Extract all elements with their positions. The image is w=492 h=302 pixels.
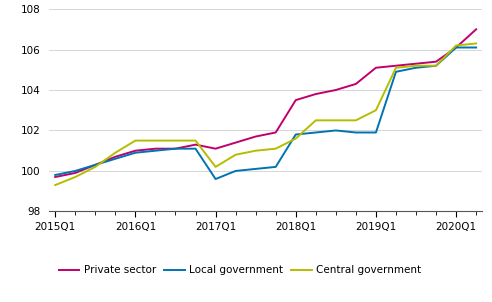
Local government — [333, 129, 339, 132]
Local government — [112, 157, 118, 161]
Private sector — [233, 141, 239, 144]
Local government — [353, 131, 359, 134]
Private sector — [373, 66, 379, 69]
Private sector — [293, 98, 299, 102]
Local government — [132, 151, 138, 155]
Local government — [313, 131, 319, 134]
Line: Local government: Local government — [55, 47, 476, 179]
Private sector — [112, 155, 118, 159]
Central government — [192, 139, 198, 143]
Local government — [153, 149, 158, 153]
Private sector — [353, 82, 359, 86]
Local government — [373, 131, 379, 134]
Private sector — [433, 60, 439, 63]
Private sector — [453, 46, 459, 49]
Line: Private sector: Private sector — [55, 29, 476, 177]
Private sector — [52, 175, 58, 179]
Central government — [173, 139, 179, 143]
Local government — [92, 163, 98, 167]
Central government — [373, 108, 379, 112]
Central government — [473, 42, 479, 45]
Central government — [153, 139, 158, 143]
Central government — [453, 44, 459, 47]
Private sector — [132, 149, 138, 153]
Private sector — [92, 163, 98, 167]
Local government — [233, 169, 239, 173]
Private sector — [473, 27, 479, 31]
Local government — [72, 169, 78, 173]
Central government — [213, 165, 218, 169]
Local government — [393, 70, 399, 74]
Private sector — [393, 64, 399, 68]
Central government — [112, 151, 118, 155]
Central government — [132, 139, 138, 143]
Central government — [52, 183, 58, 187]
Private sector — [413, 62, 419, 66]
Central government — [393, 66, 399, 69]
Central government — [413, 64, 419, 68]
Local government — [192, 147, 198, 150]
Private sector — [213, 147, 218, 150]
Private sector — [313, 92, 319, 96]
Private sector — [173, 147, 179, 150]
Central government — [353, 119, 359, 122]
Central government — [72, 175, 78, 179]
Private sector — [273, 131, 278, 134]
Local government — [473, 46, 479, 49]
Central government — [293, 137, 299, 140]
Local government — [293, 133, 299, 136]
Private sector — [192, 143, 198, 146]
Central government — [233, 153, 239, 156]
Local government — [453, 46, 459, 49]
Private sector — [153, 147, 158, 150]
Local government — [413, 66, 419, 69]
Local government — [173, 147, 179, 150]
Local government — [433, 64, 439, 68]
Central government — [253, 149, 259, 153]
Local government — [52, 173, 58, 177]
Local government — [253, 167, 259, 171]
Private sector — [72, 171, 78, 175]
Local government — [273, 165, 278, 169]
Legend: Private sector, Local government, Central government: Private sector, Local government, Centra… — [55, 261, 426, 279]
Line: Central government: Central government — [55, 43, 476, 185]
Local government — [213, 177, 218, 181]
Central government — [433, 64, 439, 68]
Central government — [92, 165, 98, 169]
Central government — [333, 119, 339, 122]
Private sector — [253, 135, 259, 138]
Central government — [313, 119, 319, 122]
Central government — [273, 147, 278, 150]
Private sector — [333, 88, 339, 92]
